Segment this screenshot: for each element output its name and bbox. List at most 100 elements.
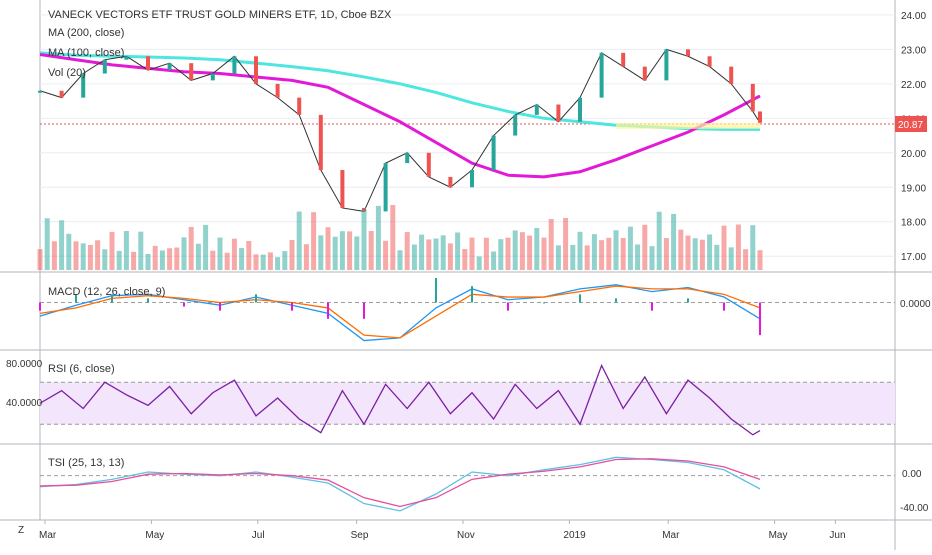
volume-bar xyxy=(519,232,525,270)
volume-bar xyxy=(635,244,641,270)
macd-histogram-bar xyxy=(183,302,185,307)
rsi-tick-40: 40.0000 xyxy=(6,398,43,409)
tsi-legend[interactable]: TSI (25, 13, 13) xyxy=(48,457,124,469)
time-label: 2019 xyxy=(563,530,586,541)
volume-bar xyxy=(728,247,734,270)
indicator-panes xyxy=(39,278,895,512)
volume-bar xyxy=(303,244,309,270)
volume-bar xyxy=(282,251,288,270)
price-point xyxy=(599,52,604,98)
volume-bar xyxy=(289,239,295,270)
volume-bar xyxy=(455,232,461,270)
volume-bar xyxy=(548,218,554,270)
price-point xyxy=(167,63,172,71)
macd-histogram-bar xyxy=(687,298,689,303)
price-tick-label: 22.00 xyxy=(901,80,926,91)
volume-bar xyxy=(339,231,345,270)
volume-bar xyxy=(318,235,324,270)
macd-legend[interactable]: MACD (12, 26, close, 9) xyxy=(48,286,165,298)
price-point xyxy=(81,73,86,98)
macd-histogram-bar xyxy=(435,278,437,303)
volume-bar xyxy=(159,250,165,270)
price-point xyxy=(102,59,107,74)
volume-series xyxy=(37,205,763,270)
macd-histogram-bar xyxy=(651,302,653,311)
price-point xyxy=(556,104,561,122)
volume-bar xyxy=(44,218,50,270)
price-point xyxy=(189,63,194,81)
price-point xyxy=(534,104,539,115)
time-label: Mar xyxy=(39,530,57,541)
price-point xyxy=(750,83,755,112)
chart-title: VANECK VECTORS ETF TRUST GOLD MINERS ETF… xyxy=(48,9,392,21)
price-point xyxy=(59,90,64,98)
price-tick-label: 19.00 xyxy=(901,183,926,194)
volume-bar xyxy=(678,229,684,270)
volume-bar xyxy=(66,233,72,270)
volume-bar xyxy=(231,238,237,270)
timezone-corner-label[interactable]: Z xyxy=(18,525,24,536)
price-point xyxy=(340,170,345,208)
volume-bar xyxy=(656,211,662,270)
rsi-legend[interactable]: RSI (6, close) xyxy=(48,363,115,375)
price-point xyxy=(383,163,388,212)
volume-bar xyxy=(735,224,741,270)
price-point xyxy=(470,170,474,188)
price-point xyxy=(38,90,42,93)
price-series xyxy=(38,48,762,212)
volume-bar xyxy=(491,251,497,270)
volume-bar xyxy=(577,231,583,270)
price-point xyxy=(297,97,302,115)
macd-histogram-bar xyxy=(39,302,41,311)
price-point xyxy=(232,56,237,74)
last-price-label: 20.87 xyxy=(898,120,923,131)
macd-tick-zero: 0.0000 xyxy=(900,299,931,310)
volume-bar xyxy=(469,237,475,270)
volume-bar xyxy=(505,237,511,270)
price-point xyxy=(513,114,518,136)
volume-bar xyxy=(620,237,626,270)
volume-bar xyxy=(426,239,432,270)
volume-bar xyxy=(188,226,194,270)
volume-bar xyxy=(433,238,439,270)
volume-bar xyxy=(73,241,79,270)
volume-bar xyxy=(404,232,410,270)
price-point xyxy=(124,56,129,60)
price-point xyxy=(275,83,280,98)
macd-histogram-bar xyxy=(111,294,113,303)
volume-bar xyxy=(613,230,619,270)
volume-bar xyxy=(181,237,187,270)
volume-bar xyxy=(383,240,389,270)
volume-bar xyxy=(311,212,317,270)
volume-bar xyxy=(332,236,338,270)
volume-bar xyxy=(555,245,561,270)
price-point xyxy=(146,56,150,71)
time-label: Jun xyxy=(829,530,845,541)
volume-bar xyxy=(123,231,129,270)
macd-histogram-bar xyxy=(759,302,761,336)
volume-bar xyxy=(131,251,137,270)
volume-bar xyxy=(563,218,569,270)
ma200-legend[interactable]: MA (200, close) xyxy=(48,27,124,39)
volume-bar xyxy=(397,250,403,270)
volume-bar xyxy=(375,205,381,270)
volume-bar xyxy=(599,240,605,270)
volume-bar xyxy=(210,250,216,270)
price-point xyxy=(686,49,690,57)
volume-bar xyxy=(239,248,245,270)
price-point xyxy=(729,66,734,84)
volume-bar xyxy=(743,249,749,270)
volume-bar xyxy=(174,247,180,270)
price-tick-label: 24.00 xyxy=(901,11,926,22)
price-point xyxy=(758,111,762,123)
ma100-legend[interactable]: MA (100, close) xyxy=(48,47,124,59)
macd-histogram-bar xyxy=(615,298,617,303)
tsi-tick-zero: 0.00 xyxy=(902,469,922,480)
volume-legend[interactable]: Vol (20) xyxy=(48,67,86,79)
time-label: May xyxy=(769,530,788,541)
volume-bar xyxy=(663,238,669,270)
volume-bar xyxy=(390,205,396,270)
time-label: Mar xyxy=(662,530,680,541)
